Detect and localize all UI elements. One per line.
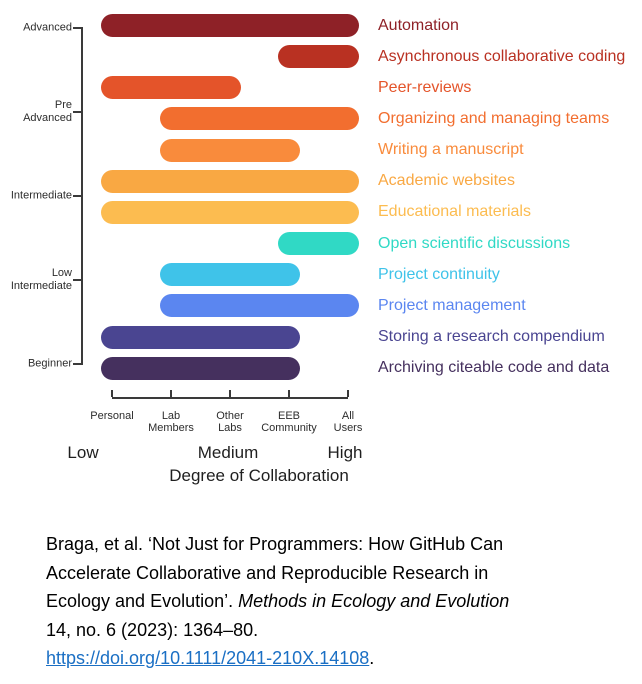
citation-line: 14, no. 6 (2023): 1364–80.	[46, 616, 621, 645]
citation-line: Ecology and Evolution’. Methods in Ecolo…	[46, 587, 621, 616]
collaboration-chart: Advanced Pre Advanced Intermediate Low Inte…	[10, 14, 626, 485]
bar-educational-materials	[101, 200, 359, 224]
bar-asynchronous-collaborative-coding	[278, 45, 359, 69]
x-axis-tick	[111, 390, 113, 397]
y-axis-tick	[73, 363, 82, 366]
y-axis-label-beginner: Beginner	[27, 357, 72, 370]
y-axis-label-intermediate: Intermediate	[10, 189, 72, 202]
bar-label-academic-websites: Academic websites	[378, 172, 515, 190]
bar-label-asynchronous-collaborative-coding: Asynchronous collaborative coding	[378, 47, 626, 65]
x-axis-label-other-labs: Other Labs	[216, 410, 244, 434]
x-axis-label-personal: Personal	[90, 410, 134, 422]
bar-automation	[101, 14, 359, 37]
y-axis-label-pre-advanced: Pre Advanced	[23, 98, 72, 124]
x-axis-title: Degree of Collaboration	[169, 466, 349, 485]
bar-label-educational-materials: Educational materials	[378, 203, 531, 221]
citation-line: https://doi.org/10.1111/2041-210X.14108.	[46, 644, 621, 673]
bar-label-open-scientific-discussions: Open scientific discussions	[378, 234, 571, 252]
citation-text: Accelerate Collaborative and Reproducibl…	[46, 562, 489, 583]
citation-journal-italic: Methods in Ecology and Evolution	[238, 591, 510, 611]
citation-text: .	[369, 648, 375, 668]
y-axis-line	[81, 27, 83, 365]
bar-label-archiving-citeable-code-and-data: Archiving citeable code and data	[378, 359, 610, 377]
x-axis-line	[112, 397, 348, 399]
citation-text: Ecology and Evolution’.	[46, 591, 239, 611]
citation-line: Accelerate Collaborative and Reproducibl…	[46, 559, 621, 588]
y-axis-tick	[73, 110, 82, 113]
y-axis-tick	[73, 279, 82, 282]
bar-label-project-management: Project management	[378, 296, 526, 314]
bar-peer-reviews	[101, 76, 241, 100]
y-axis-label-low-intermediate: Low Intermediate	[10, 267, 72, 293]
x-axis-label-all-users: All Users	[333, 410, 363, 434]
citation-text: 14, no. 6 (2023): 1364–80.	[46, 619, 259, 640]
bar-project-continuity	[160, 263, 300, 287]
bar-label-peer-reviews: Peer-reviews	[378, 78, 472, 96]
bar-label-storing-a-research-compendium: Storing a research compendium	[378, 328, 605, 345]
doi-link[interactable]: https://doi.org/10.1111/2041-210X.14108	[46, 648, 370, 668]
y-axis-tick	[73, 194, 82, 197]
y-axis-label-advanced: Advanced	[23, 21, 72, 33]
citation-block: Braga, et al. ‘Not Just for Programmers:…	[46, 530, 621, 673]
bar-writing-a-manuscript	[160, 138, 300, 162]
bar-label-writing-a-manuscript: Writing a manuscript	[378, 141, 524, 159]
x-axis-label-eeb-community: EEB Community	[261, 410, 317, 434]
bar-organizing-and-managing-teams	[160, 107, 359, 131]
x-axis-tick	[170, 390, 172, 397]
bar-academic-websites	[101, 169, 359, 193]
bar-label-automation: Automation	[378, 16, 459, 34]
scale-label-low: Low	[67, 443, 99, 462]
bar-project-management	[160, 294, 359, 318]
bar-label-organizing-and-managing-teams: Organizing and managing teams	[378, 109, 610, 127]
bar-label-project-continuity: Project continuity	[378, 265, 500, 283]
x-axis-tick	[229, 390, 231, 397]
x-axis-label-lab-members: Lab Members	[148, 410, 194, 434]
x-axis-tick	[347, 390, 349, 397]
scale-label-high: High	[327, 443, 363, 462]
y-axis-tick	[73, 26, 82, 29]
citation-text: Braga, et al. ‘Not Just for Programmers:…	[46, 534, 504, 554]
citation-line: Braga, et al. ‘Not Just for Programmers:…	[46, 530, 621, 559]
scale-label-medium: Medium	[197, 443, 259, 462]
bar-storing-a-research-compendium	[101, 325, 300, 349]
bar-archiving-citeable-code-and-data	[101, 356, 300, 380]
x-axis-tick	[288, 390, 290, 397]
bar-open-scientific-discussions	[278, 232, 359, 256]
